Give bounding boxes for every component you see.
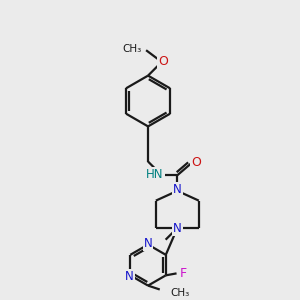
Text: N: N — [144, 237, 152, 250]
Text: N: N — [173, 183, 182, 196]
Text: O: O — [191, 156, 201, 169]
Text: CH₃: CH₃ — [170, 288, 190, 298]
Text: N: N — [125, 270, 134, 283]
Text: HN: HN — [146, 168, 164, 181]
Text: N: N — [173, 222, 182, 236]
Text: O: O — [158, 56, 168, 68]
Text: CH₃: CH₃ — [122, 44, 141, 54]
Text: F: F — [180, 267, 187, 280]
